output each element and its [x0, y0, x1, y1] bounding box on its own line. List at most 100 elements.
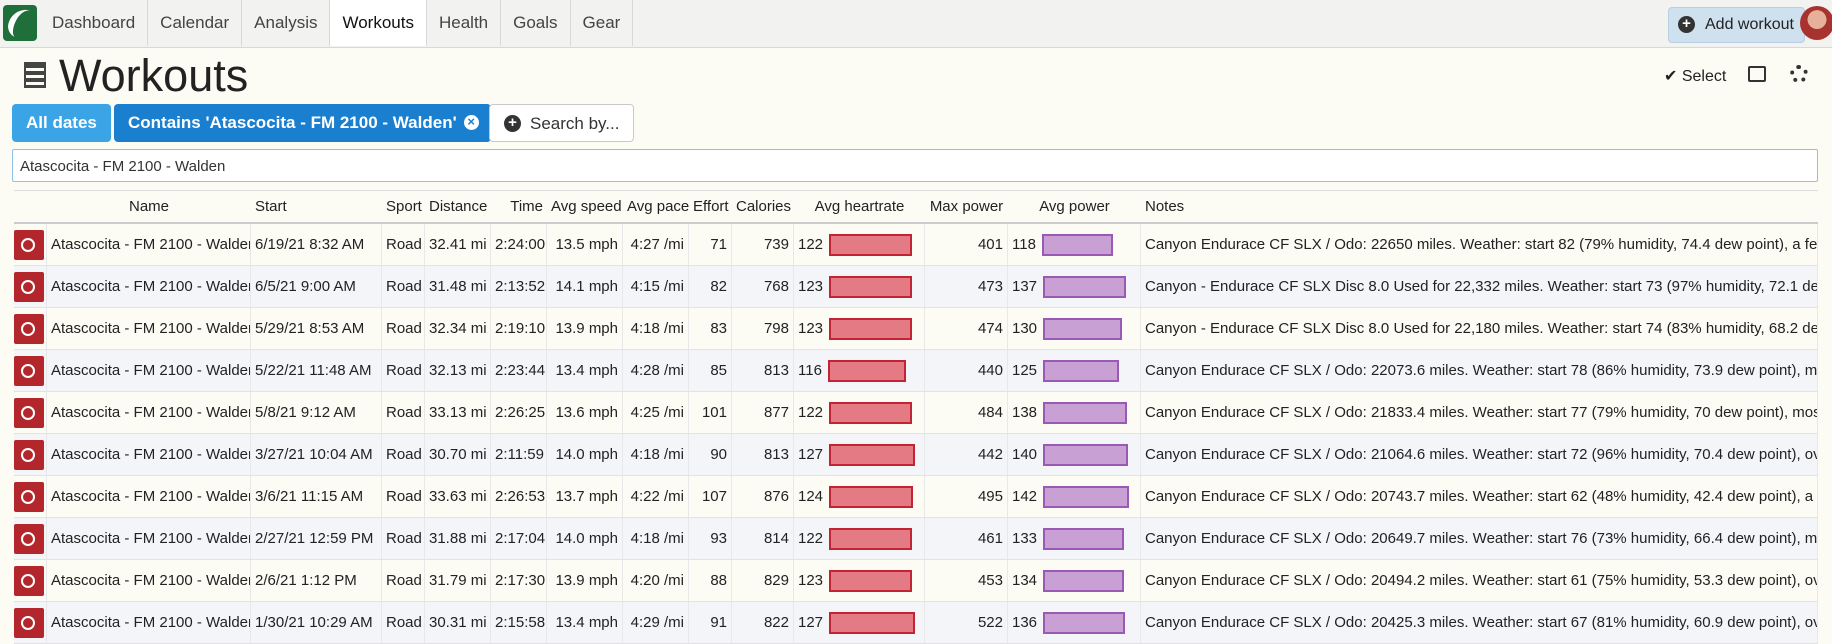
- table-cell: 1/30/21 10:29 AM: [251, 602, 382, 643]
- table-cell: Atascocita - FM 2100 - Walden: [47, 518, 251, 559]
- column-header[interactable]: Notes: [1145, 198, 1185, 215]
- table-cell: 2/6/21 1:12 PM: [251, 560, 382, 601]
- search-input[interactable]: Atascocita - FM 2100 - Walden: [12, 149, 1818, 182]
- table-cell: Road: [382, 518, 425, 559]
- column-header[interactable]: Avg speed: [551, 198, 622, 215]
- title-icon: [24, 62, 46, 88]
- column-header[interactable]: Avg heartrate: [814, 198, 905, 215]
- cell-value: 142: [1012, 488, 1038, 505]
- bar-cell: 142: [1008, 476, 1141, 517]
- column-header[interactable]: Avg power: [1039, 198, 1110, 215]
- column-header[interactable]: Max power: [929, 198, 1004, 215]
- date-filter[interactable]: All dates: [12, 104, 111, 142]
- table-cell: 14.0 mph: [547, 434, 623, 475]
- table-row[interactable]: Atascocita - FM 2100 - Walden 6/19/21 8:3…: [14, 224, 1818, 266]
- table-row[interactable]: Atascocita - FM 2100 - Walden 3/27/21 10:…: [14, 434, 1818, 476]
- table-cell: 2:13:52: [491, 266, 547, 307]
- value-bar: [829, 401, 912, 424]
- table-cell: Road: [382, 560, 425, 601]
- value-bar: [829, 569, 913, 592]
- logo[interactable]: [3, 5, 37, 41]
- table-cell: Atascocita - FM 2100 - Walden: [47, 350, 251, 391]
- table-cell: 13.5 mph: [547, 224, 623, 265]
- table-row[interactable]: Atascocita - FM 2100 - Walden 5/29/21 8:5…: [14, 308, 1818, 350]
- sport-icon: [14, 440, 44, 470]
- table-cell: 13.4 mph: [547, 602, 623, 643]
- sport-icon: [14, 524, 44, 554]
- table-cell: 91: [689, 602, 732, 643]
- table-cell: Canyon Endurace CF SLX / Odo: 20494.2 mi…: [1141, 560, 1818, 601]
- table-cell: 401: [925, 224, 1008, 265]
- cell-value: 127: [798, 446, 824, 463]
- table-cell: 30.70 mi: [425, 434, 491, 475]
- sport-icon: [14, 398, 44, 428]
- nav-tab[interactable]: Workouts: [330, 0, 427, 46]
- nav-tab[interactable]: Analysis: [242, 0, 331, 46]
- nav-tab[interactable]: Dashboard: [40, 0, 149, 46]
- table-header: Name Start Sport Distance Time Avg speed Avg p…: [14, 190, 1818, 224]
- bar-cell: 136: [1008, 602, 1141, 643]
- value-bar: [829, 485, 913, 508]
- column-header[interactable]: Calories: [736, 198, 792, 215]
- value-bar: [1043, 317, 1122, 340]
- export-button[interactable]: [1748, 66, 1766, 82]
- cell-value: 138: [1012, 404, 1038, 421]
- column-header[interactable]: Name: [128, 198, 169, 215]
- table-cell: Road: [382, 602, 425, 643]
- column-header[interactable]: Distance: [429, 198, 488, 215]
- table-cell: Canyon Endurace CF SLX / Odo: 21833.4 mi…: [1141, 392, 1818, 433]
- table-cell: 13.9 mph: [547, 560, 623, 601]
- contains-filter[interactable]: Contains 'Atascocita - FM 2100 - Walden': [114, 104, 491, 142]
- table-cell: Atascocita - FM 2100 - Walden: [47, 476, 251, 517]
- search-by-button[interactable]: Search by...: [489, 104, 635, 142]
- cell-value: 134: [1012, 572, 1038, 589]
- select-button[interactable]: ✔ Select: [1664, 68, 1727, 85]
- table-cell: 107: [689, 476, 732, 517]
- bar-cell: 122: [794, 518, 925, 559]
- column-header[interactable]: Start: [255, 198, 287, 215]
- table-row[interactable]: Atascocita - FM 2100 - Walden 5/22/21 11:…: [14, 350, 1818, 392]
- nav-tab[interactable]: Calendar: [148, 0, 243, 46]
- value-bar: [829, 275, 913, 298]
- table-cell: 3/27/21 10:04 AM: [251, 434, 382, 475]
- sport-icon-cell: [14, 434, 47, 475]
- table-cell: 85: [689, 350, 732, 391]
- nav-tab[interactable]: Health: [427, 0, 502, 46]
- sport-icon-cell: [14, 266, 47, 307]
- avatar[interactable]: [1800, 6, 1832, 40]
- bar-cell: 122: [794, 392, 925, 433]
- table-row[interactable]: Atascocita - FM 2100 - Walden 3/6/21 11:1…: [14, 476, 1818, 518]
- table-cell: Canyon Endurace CF SLX / Odo: 20649.7 mi…: [1141, 518, 1818, 559]
- table-row[interactable]: Atascocita - FM 2100 - Walden 1/30/21 10:…: [14, 602, 1818, 644]
- value-bar: [1043, 527, 1124, 550]
- value-bar: [829, 317, 913, 340]
- value-bar: [1043, 569, 1125, 592]
- column-header[interactable]: Avg pace: [627, 198, 689, 215]
- bar-cell: 134: [1008, 560, 1141, 601]
- column-header[interactable]: Time: [510, 198, 543, 215]
- table-cell: 453: [925, 560, 1008, 601]
- table-cell: Atascocita - FM 2100 - Walden: [47, 224, 251, 265]
- column-header[interactable]: Effort: [693, 198, 729, 215]
- table-cell: 2:23:44: [491, 350, 547, 391]
- table-row[interactable]: Atascocita - FM 2100 - Walden 2/6/21 1:12…: [14, 560, 1818, 602]
- value-bar: [1043, 443, 1128, 466]
- table-cell: 83: [689, 308, 732, 349]
- column-header[interactable]: Sport: [386, 198, 422, 215]
- header-spacer: [14, 191, 47, 222]
- table-row[interactable]: Atascocita - FM 2100 - Walden 6/5/21 9:00…: [14, 266, 1818, 308]
- table-cell: 484: [925, 392, 1008, 433]
- add-workout-button[interactable]: Add workout: [1668, 7, 1805, 43]
- table-cell: 31.79 mi: [425, 560, 491, 601]
- table-cell: Atascocita - FM 2100 - Walden: [47, 308, 251, 349]
- table-cell: 32.34 mi: [425, 308, 491, 349]
- table-cell: 6/5/21 9:00 AM: [251, 266, 382, 307]
- nav-tab[interactable]: Goals: [501, 0, 571, 46]
- table-cell: 4:15 /mi: [623, 266, 689, 307]
- nav-tab[interactable]: Gear: [571, 0, 634, 46]
- table-cell: Road: [382, 224, 425, 265]
- cell-value: 116: [798, 362, 822, 379]
- table-row[interactable]: Atascocita - FM 2100 - Walden 5/8/21 9:12…: [14, 392, 1818, 434]
- table-row[interactable]: Atascocita - FM 2100 - Walden 2/27/21 12:…: [14, 518, 1818, 560]
- settings-button[interactable]: [1790, 65, 1808, 83]
